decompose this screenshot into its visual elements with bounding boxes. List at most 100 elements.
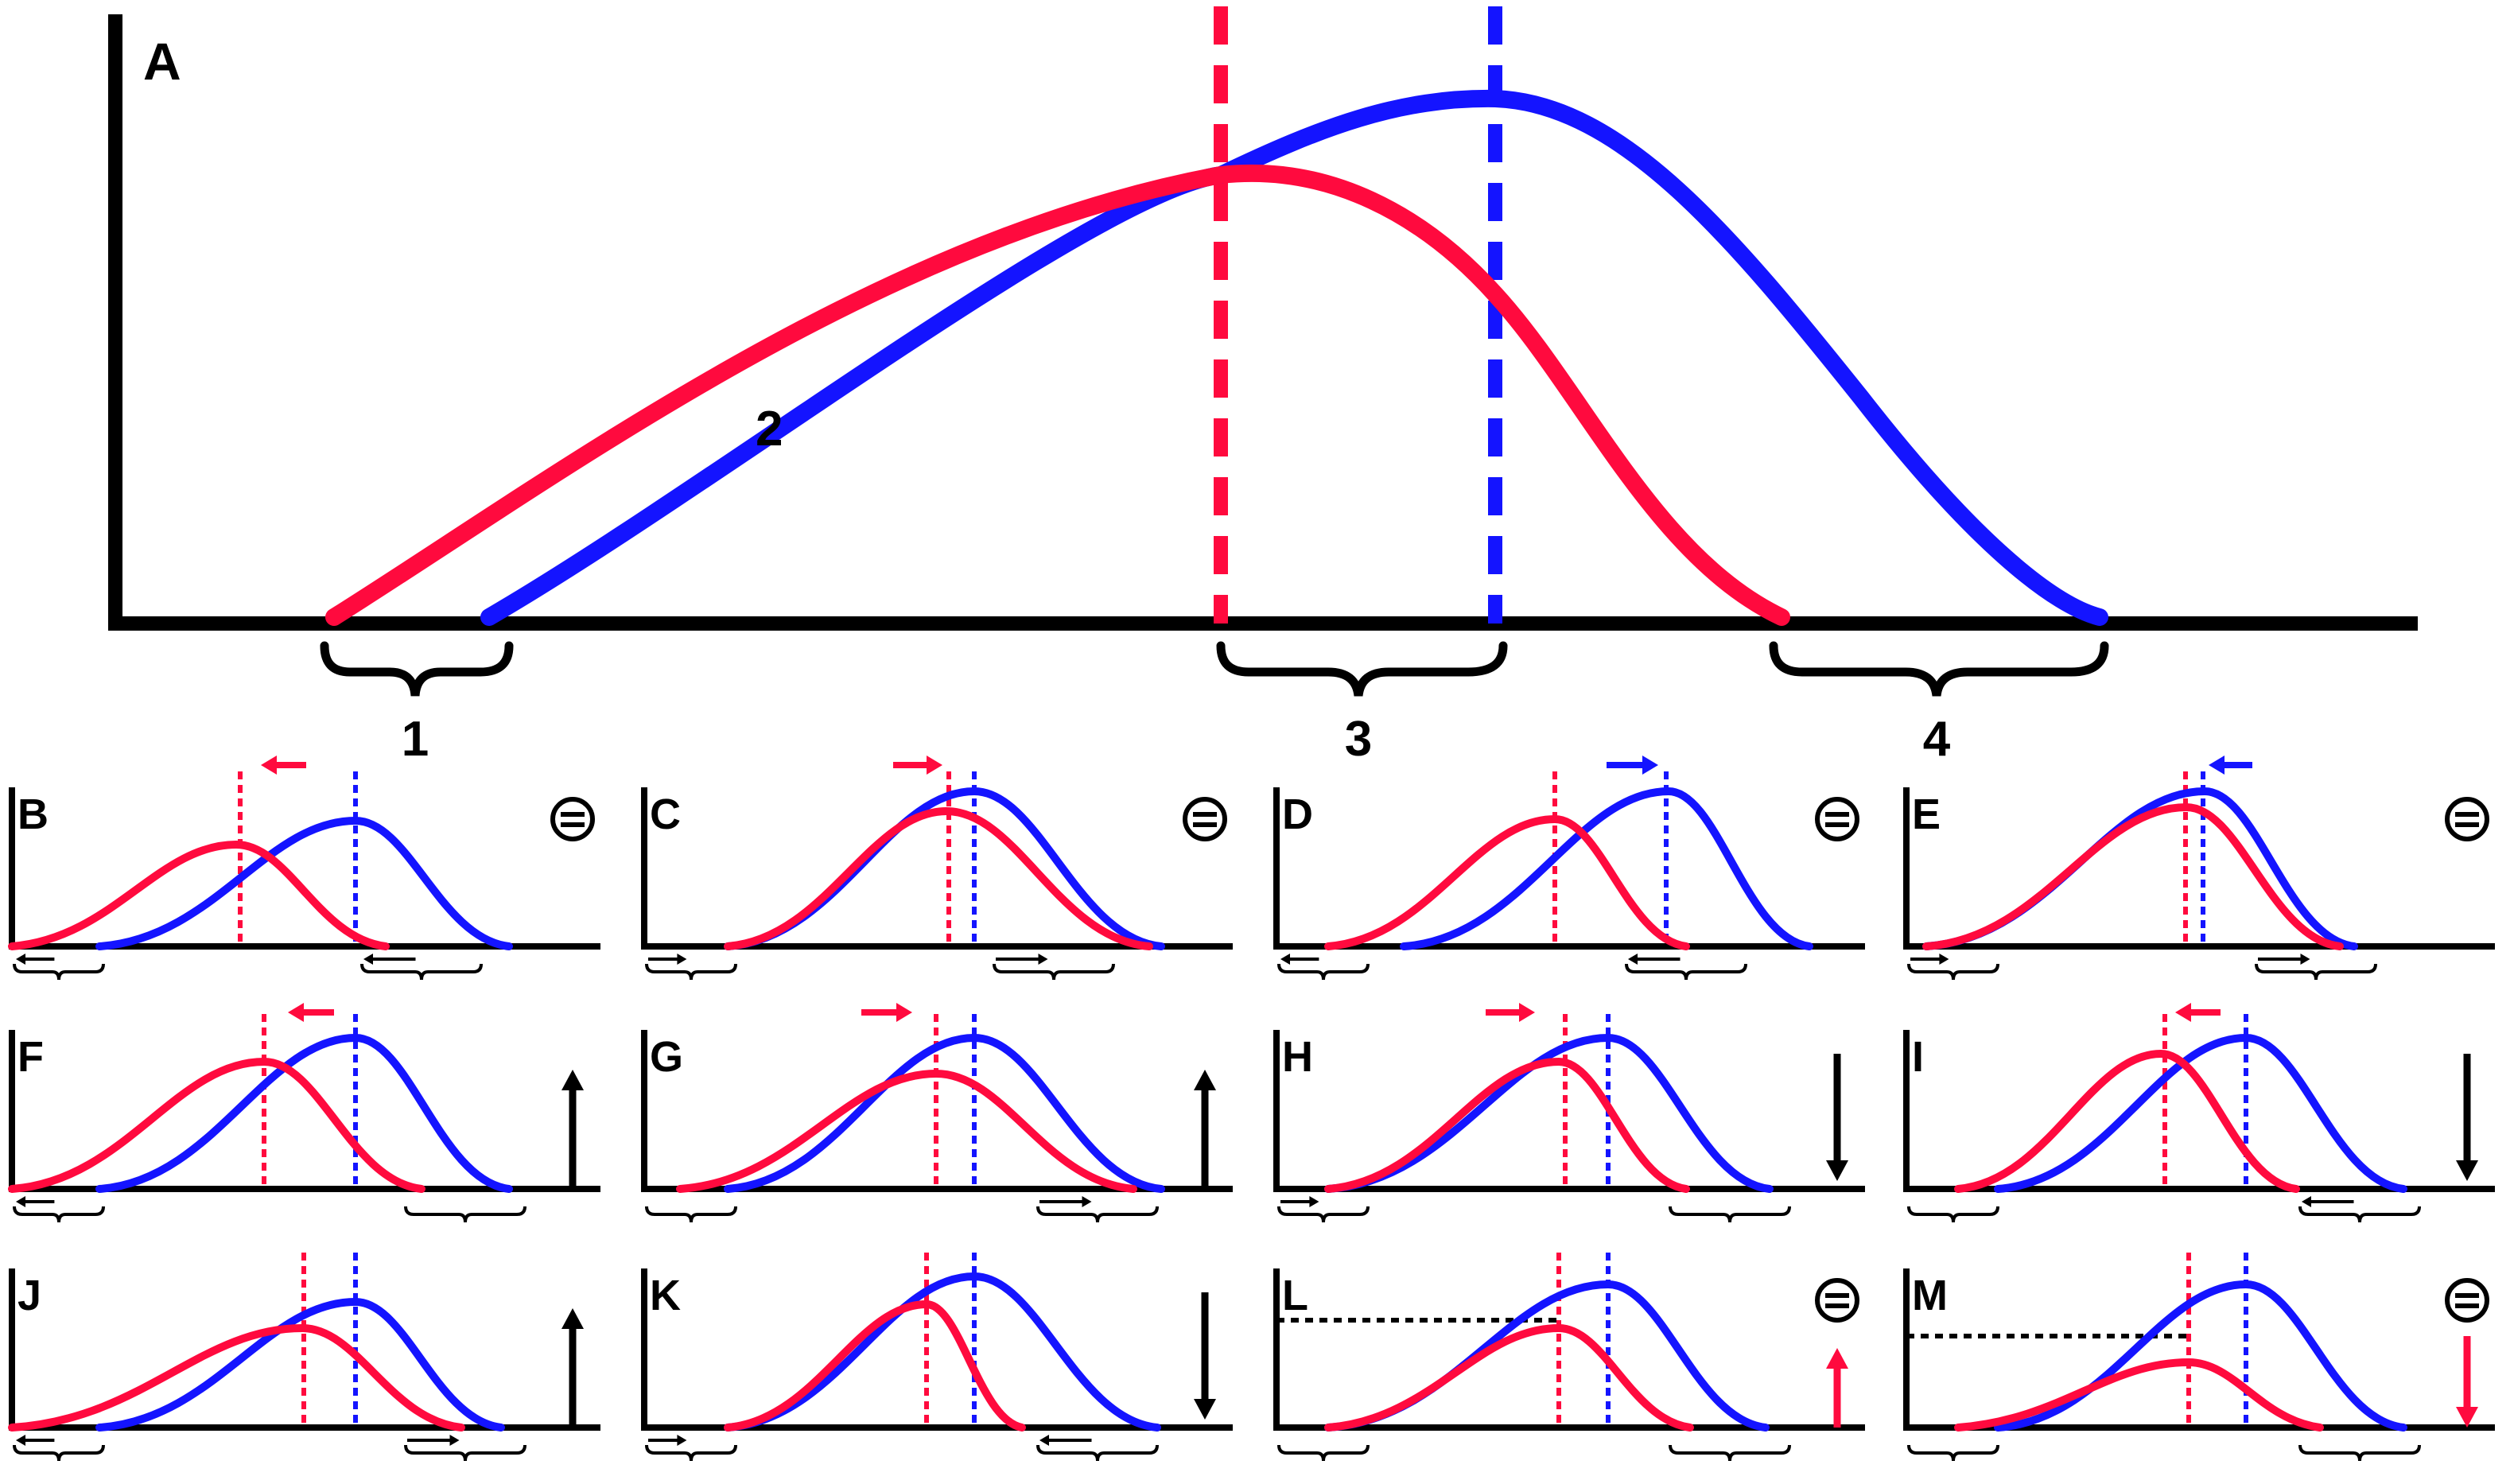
panel-g-red-curve <box>676 1069 1137 1193</box>
panel-l-equals-icon <box>1817 1280 1857 1320</box>
panel-f-shift-arrow-head <box>288 1003 304 1022</box>
panel-h-label: H <box>1282 1033 1313 1081</box>
panel-h-left-brace <box>1277 1206 1370 1223</box>
panel-c-right-brace <box>993 963 1115 981</box>
panel-g-right-brace <box>1036 1206 1159 1223</box>
blue-distribution-curve <box>480 89 2108 626</box>
panel-d-right-brace-arrowhead <box>1628 954 1638 965</box>
panel-f-right-brace <box>404 1206 527 1223</box>
panel-k-left-brace-arrowhead <box>677 1435 687 1446</box>
panel-b-right-brace-arrowhead <box>363 954 373 965</box>
brace-1 <box>320 641 514 697</box>
panel-a-axes <box>108 14 2418 631</box>
panel-l-red-curve <box>1324 1323 1694 1432</box>
panel-e-right-brace-arrowhead <box>2300 954 2310 965</box>
annotation-4: 4 <box>1923 712 1951 767</box>
panel-f-label: F <box>17 1033 44 1081</box>
panel-d-right-brace <box>1625 963 1747 981</box>
panel-b: B <box>8 756 600 981</box>
panel-j-left-brace-arrowhead <box>16 1435 25 1446</box>
panel-g-shift-arrow-head <box>896 1003 912 1022</box>
panel-i-shift-arrow-head <box>2175 1003 2191 1022</box>
panel-b-label: B <box>17 791 49 838</box>
panel-e-label: E <box>1912 791 1941 838</box>
panel-l-right-brace <box>1669 1444 1791 1462</box>
panel-i-right-brace-arrowhead <box>2302 1196 2311 1207</box>
panel-d-left-brace-arrowhead <box>1280 954 1290 965</box>
panel-k-label: K <box>650 1272 681 1319</box>
panel-f-left-brace <box>13 1206 105 1223</box>
panel-m: M <box>1903 1253 2495 1462</box>
panel-c: C <box>641 756 1233 981</box>
panel-g-up-arrow-icon-head <box>1194 1070 1216 1090</box>
panel-a: A 2 1 3 4 <box>108 6 2418 767</box>
red-distribution-curve <box>325 164 1790 626</box>
panel-i-right-brace <box>2298 1206 2421 1223</box>
panel-e-equals-icon <box>2447 799 2487 839</box>
panel-j-label: J <box>17 1272 41 1319</box>
panel-c-red-curve <box>724 806 1153 950</box>
panel-j-right-brace <box>404 1444 527 1462</box>
panel-g-right-brace-arrowhead <box>1082 1196 1092 1207</box>
panel-d-blue-curve <box>1400 787 1813 950</box>
panel-m-right-brace <box>2298 1444 2421 1462</box>
panel-m-down-arrow-icon-head <box>2456 1407 2478 1428</box>
panel-i-down-arrow-icon-head <box>2456 1160 2478 1181</box>
panel-k-blue-curve <box>724 1272 1161 1432</box>
panel-b-shift-arrow-head <box>261 756 277 775</box>
panel-b-right-brace <box>360 963 483 981</box>
panel-d-shift-arrow-head <box>1642 756 1658 775</box>
panel-h-shift-arrow-head <box>1519 1003 1535 1022</box>
panel-j: J <box>8 1253 600 1462</box>
panel-k: K <box>641 1253 1233 1462</box>
panel-d-axes <box>1273 787 1865 950</box>
panel-i-left-brace <box>1907 1206 1999 1223</box>
panel-k-down-arrow-icon-head <box>1194 1399 1216 1420</box>
panel-e-red-curve <box>1922 802 2344 950</box>
small-panels: B C D E F G H I J K L M <box>8 756 2495 1462</box>
panel-d-equals-icon <box>1817 799 1857 839</box>
brace-3 <box>1216 641 1508 697</box>
panel-e-left-brace-arrowhead <box>1939 954 1949 965</box>
panel-c-label: C <box>650 791 681 838</box>
panel-f-up-arrow-icon-head <box>561 1070 584 1090</box>
panel-g-label: G <box>650 1033 683 1081</box>
panel-l: L <box>1273 1253 1865 1462</box>
panel-j-red-curve <box>8 1323 465 1432</box>
panel-l-left-brace <box>1277 1444 1370 1462</box>
panel-b-equals-icon <box>553 799 593 839</box>
panel-c-right-brace-arrowhead <box>1038 954 1048 965</box>
panel-d-red-curve <box>1324 814 1690 950</box>
annotation-3: 3 <box>1345 712 1372 767</box>
panel-l-label: L <box>1282 1272 1308 1319</box>
panel-d-label: D <box>1282 791 1313 838</box>
panel-c-equals-icon <box>1185 799 1225 839</box>
panel-b-left-brace <box>13 963 105 981</box>
panel-h: H <box>1273 1003 1865 1223</box>
panel-k-left-brace <box>645 1444 737 1462</box>
brace-4 <box>1769 641 2109 697</box>
panel-i: I <box>1903 1003 2495 1223</box>
panel-c-left-brace <box>645 963 737 981</box>
panel-d-left-brace <box>1277 963 1370 981</box>
panel-m-left-brace <box>1907 1444 1999 1462</box>
panel-e-left-brace <box>1907 963 1999 981</box>
panel-h-right-brace <box>1669 1206 1791 1223</box>
panel-h-left-brace-arrowhead <box>1309 1196 1319 1207</box>
panel-f-left-brace-arrowhead <box>16 1196 25 1207</box>
annotation-2: 2 <box>756 402 783 456</box>
panel-h-blue-curve <box>1324 1033 1774 1193</box>
panel-a-label: A <box>143 32 181 91</box>
panel-e: E <box>1903 756 2495 981</box>
panel-m-red-curve <box>1954 1358 2324 1432</box>
panel-k-right-brace <box>1036 1444 1159 1462</box>
panel-g-axes <box>641 1030 1233 1192</box>
panel-h-red-curve <box>1324 1057 1690 1193</box>
panel-e-axes <box>1903 787 2495 950</box>
panel-m-axes <box>1903 1268 2495 1431</box>
panel-g: G <box>641 1003 1233 1223</box>
panel-f: F <box>8 1003 600 1223</box>
panel-m-label: M <box>1912 1272 1948 1319</box>
panel-g-left-brace <box>645 1206 737 1223</box>
panel-k-axes <box>641 1268 1233 1431</box>
